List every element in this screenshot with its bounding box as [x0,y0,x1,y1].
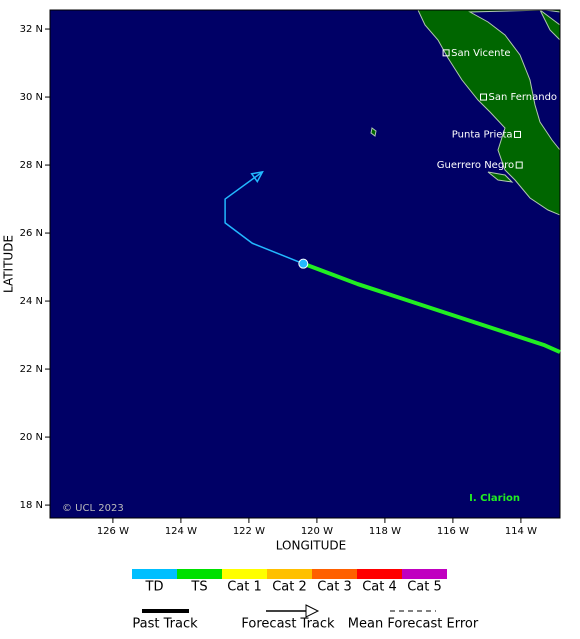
city-label: Punta Prieta [452,129,513,140]
category-swatch [132,569,177,579]
x-tick-label: 120 W [301,526,333,537]
y-tick-label: 32 N [20,24,43,35]
category-swatch [177,569,222,579]
forecast-track [224,171,304,265]
y-tick-label: 30 N [20,92,43,103]
storm-position [298,258,309,269]
city-label: San Fernando [489,92,558,103]
legend-label: Mean Forecast Error [348,617,479,632]
credit: © UCL 2023 [62,503,124,514]
category-label: Cat 5 [407,580,442,595]
x-tick-label: 124 W [165,526,197,537]
category-swatch [402,569,447,579]
legend-label: Past Track [132,617,198,632]
y-tick-label: 26 N [20,228,43,239]
legend: Past Track Forecast Track Mean Forecast … [132,604,479,632]
forecast-arrow [250,170,264,183]
y-tick-label: 18 N [20,500,43,511]
arrow [305,604,320,618]
x-tick-label: 114 W [505,526,537,537]
x-tick-label: 122 W [233,526,265,537]
category-label: Cat 1 [227,580,262,595]
y-tick-label: 24 N [20,296,43,307]
x-tick-label: 126 W [97,526,129,537]
category-label: Cat 4 [362,580,397,595]
category-label: Cat 2 [272,580,307,595]
x-axis-label: LONGITUDE [276,539,346,553]
map-frame [49,9,561,519]
y-tick-label: 20 N [20,432,43,443]
y-axis-label: LATITUDE [2,235,16,293]
past-track [302,261,561,354]
city-marker [515,161,523,169]
category-swatch [357,569,402,579]
category-swatch [222,569,267,579]
y-tick-label: 22 N [20,364,43,375]
city-label: Guerrero Negro [437,160,514,171]
x-tick-label: 116 W [437,526,469,537]
city-marker [480,93,487,101]
category-label: Cat 3 [317,580,352,595]
x-tick-label: 118 W [369,526,401,537]
city-marker [514,130,521,138]
category-label: TS [190,580,207,595]
legend-label: Forecast Track [241,617,335,632]
city-marker [442,49,450,57]
land [370,10,560,216]
category-label: TD [145,580,164,595]
category-swatch [312,569,357,579]
category-swatch [267,569,312,579]
storm-name: I. Clarion [469,493,520,504]
y-tick-label: 28 N [20,160,43,171]
city-label: San Vicente [451,48,510,59]
